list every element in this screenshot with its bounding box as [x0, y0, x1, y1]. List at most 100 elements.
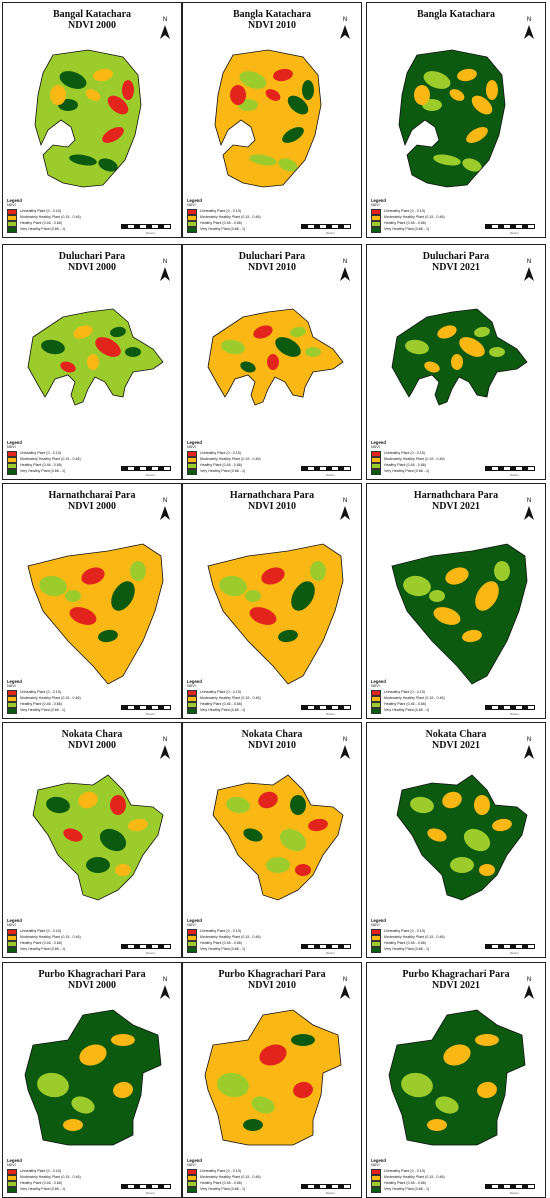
- ndvi-map: [391, 308, 528, 406]
- legend-row: Healthy Plant (0.46 - 0.66): [371, 1181, 445, 1187]
- legend-row: Very Healthy Plant (0.66 - 1): [371, 1187, 445, 1193]
- legend-label: Unhealthy Plant (0 - 0.15): [384, 929, 425, 934]
- ndvi-patch: [122, 80, 134, 100]
- legend-label: Unhealthy Plant (0 - 0.15): [384, 1169, 425, 1174]
- map-panel: Harnathchara Para NDVI 2021 N Legend NDVI Unh…: [366, 483, 546, 719]
- map-title-year: NDVI 2000: [67, 980, 117, 991]
- legend-row: Moderately Healthy Plant (0.15 - 0.46): [187, 935, 261, 941]
- legend-swatch: [7, 947, 17, 953]
- legend-swatch: [371, 215, 381, 221]
- legend-label: Very Healthy Plant (0.66 - 1): [200, 947, 246, 952]
- legend-row: Unhealthy Plant (0 - 0.15): [371, 209, 445, 215]
- map-panel: Harnathcharai Para NDVI 2000 N Legend NDVI Un…: [2, 483, 182, 719]
- ndvi-map: [32, 774, 164, 901]
- map-title: Nokata Chara NDVI 2021: [367, 729, 545, 751]
- legend-row: Unhealthy Plant (0 - 0.15): [187, 451, 261, 457]
- ndvi-patch: [111, 1034, 135, 1046]
- region-boundary: [396, 774, 528, 901]
- legend-row: Healthy Plant (0.46 - 0.66): [7, 941, 81, 947]
- legend-swatch: [7, 469, 17, 475]
- north-arrow-icon: N: [339, 17, 351, 41]
- legend-subtitle: NDVI: [7, 445, 16, 450]
- ndvi-patch: [477, 1081, 497, 1099]
- map-legend: Legend NDVI Unhealthy Plant (0 - 0.15) Mode…: [187, 679, 261, 714]
- ndvi-patch: [414, 85, 430, 105]
- legend-row: Moderately Healthy Plant (0.15 - 0.46): [371, 935, 445, 941]
- ndvi-patch: [475, 581, 499, 611]
- ndvi-patch: [443, 1044, 471, 1066]
- legend-row: Moderately Healthy Plant (0.15 - 0.46): [187, 457, 261, 463]
- legend-swatch: [187, 702, 197, 708]
- legend-swatch: [7, 708, 17, 714]
- ndvi-patch: [110, 795, 126, 815]
- map-legend: Legend NDVI Unhealthy Plant (0 - 0.15) Mode…: [7, 918, 81, 953]
- legend-title: Legend: [371, 197, 386, 203]
- ndvi-patch: [230, 85, 246, 105]
- map-title-year: NDVI 2010: [247, 980, 297, 991]
- ndvi-patch: [79, 1044, 107, 1066]
- ndvi-patch: [98, 158, 118, 172]
- legend-swatch: [371, 1169, 381, 1175]
- ndvi-patch: [295, 864, 311, 876]
- map-panel: Duluchari Para NDVI 2000 N Legend NDVI Unheal…: [2, 244, 182, 480]
- legend-row: Moderately Healthy Plant (0.15 - 0.46): [7, 215, 81, 221]
- ndvi-patch: [39, 575, 67, 597]
- map-title: Purbo Khagrachari Para NDVI 2000: [3, 969, 181, 991]
- ndvi-patch: [429, 590, 445, 602]
- legend-label: Healthy Plant (0.46 - 0.66): [20, 221, 62, 226]
- ndvi-map: [207, 543, 344, 685]
- legend-subtitle: NDVI: [371, 445, 380, 450]
- legend-row: Healthy Plant (0.46 - 0.66): [187, 1181, 261, 1187]
- ndvi-patch: [63, 828, 83, 842]
- map-title-year: NDVI 2021: [431, 501, 481, 512]
- legend-row: Moderately Healthy Plant (0.15 - 0.46): [187, 696, 261, 702]
- legend-label: Moderately Healthy Plant (0.15 - 0.46): [200, 457, 261, 462]
- ndvi-patch: [459, 337, 485, 357]
- north-label: N: [162, 977, 168, 983]
- legend-row: Unhealthy Plant (0 - 0.15): [371, 929, 445, 935]
- ndvi-patch: [451, 354, 463, 370]
- map-panel: Duluchari Para NDVI 2010 N Legend NDVI Unheal…: [182, 244, 362, 480]
- legend-subtitle: NDVI: [371, 684, 380, 689]
- ndvi-patch: [239, 71, 267, 89]
- ndvi-patch: [86, 857, 110, 873]
- map-title-year: NDVI 2010: [247, 501, 297, 512]
- scale-bar: [301, 705, 351, 710]
- map-panel: Bangla Katachara NDVI 2010 N Legend NDVI Unhe…: [182, 2, 362, 238]
- legend-label: Unhealthy Plant (0 - 0.15): [200, 929, 241, 934]
- map-title: Purbo Khagrachari Para NDVI 2010: [183, 969, 361, 991]
- north-label: N: [526, 17, 532, 23]
- ndvi-patch: [219, 575, 247, 597]
- ndvi-patch: [489, 347, 505, 357]
- map-title-name: Purbo Khagrachari Para: [402, 969, 510, 980]
- legend-swatch: [7, 935, 17, 941]
- legend-row: Unhealthy Plant (0 - 0.15): [187, 1169, 261, 1175]
- ndvi-patch: [310, 561, 326, 581]
- legend-label: Very Healthy Plant (0.66 - 1): [384, 469, 430, 474]
- map-legend: Legend NDVI Unhealthy Plant (0 - 0.15) Mode…: [187, 918, 261, 953]
- legend-row: Very Healthy Plant (0.66 - 1): [187, 708, 261, 714]
- ndvi-patch: [462, 629, 482, 643]
- ndvi-patch: [63, 1119, 83, 1131]
- map-title: Duluchari Para NDVI 2000: [3, 251, 181, 273]
- legend-row: Very Healthy Plant (0.66 - 1): [7, 1187, 81, 1193]
- map-title-year: NDVI 2021: [431, 980, 481, 991]
- legend-swatch: [371, 947, 381, 953]
- region-boundary: [34, 49, 142, 188]
- ndvi-patch: [442, 791, 462, 809]
- ndvi-patch: [479, 864, 495, 876]
- legend-label: Very Healthy Plant (0.66 - 1): [200, 708, 246, 713]
- map-title-year: NDVI 2000: [67, 262, 117, 273]
- scale-label: Meters: [509, 231, 519, 235]
- legend-label: Healthy Plant (0.46 - 0.66): [384, 702, 426, 707]
- scale-label: Meters: [145, 712, 155, 716]
- legend-swatch: [7, 221, 17, 227]
- legend-title: Legend: [371, 439, 386, 445]
- ndvi-patch: [403, 575, 431, 597]
- map-panel: Nokata Chara NDVI 2010 N Legend NDVI Unhealth…: [182, 722, 362, 958]
- region-boundary: [214, 49, 322, 188]
- ndvi-patch: [73, 325, 93, 339]
- region-boundary: [212, 774, 344, 901]
- scale-bar: [121, 466, 171, 471]
- ndvi-patch: [60, 361, 76, 373]
